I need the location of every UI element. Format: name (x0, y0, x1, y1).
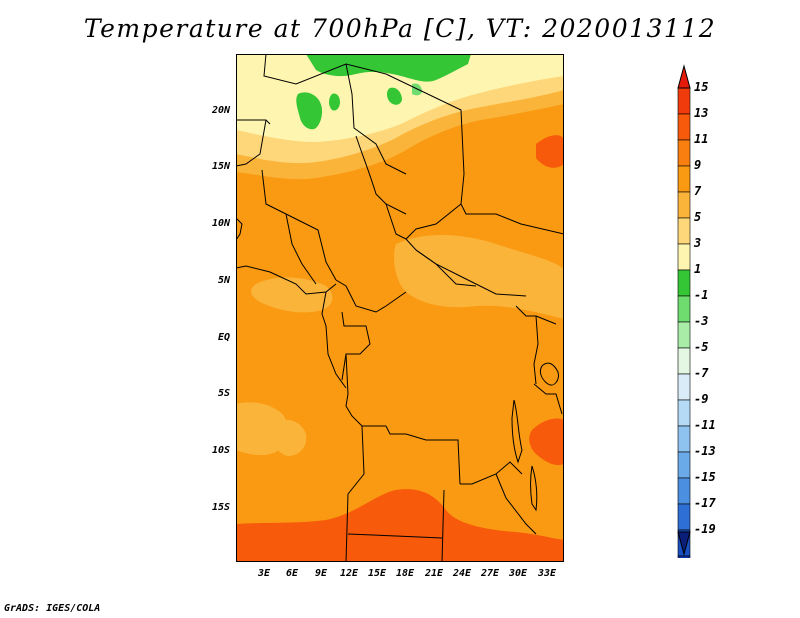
colorbar-label: -9 (694, 392, 709, 406)
lake-outlines (511, 362, 559, 512)
colorbar-swatch (677, 243, 691, 271)
colorbar-swatch (677, 113, 691, 141)
colorbar-swatch (677, 87, 691, 115)
lat-label-5n: 5N (217, 275, 230, 286)
colorbar-arrow-bottom (677, 531, 691, 556)
colorbar-label: -3 (694, 314, 709, 328)
field-green-patch-2 (329, 93, 340, 111)
colorbar-label: 3 (694, 236, 702, 250)
lat-label-15s: 15S (211, 502, 230, 513)
colorbar-swatch (677, 399, 691, 427)
field-green-patch-3 (387, 87, 402, 105)
lon-label-24e: 24E (452, 568, 472, 579)
colorbar-swatch (677, 295, 691, 323)
colorbar-label: 11 (694, 132, 709, 146)
lon-label-12e: 12E (339, 568, 359, 579)
colorbar-swatch (677, 503, 691, 531)
lon-label-6e: 6E (285, 568, 299, 579)
colorbar-swatch (677, 321, 691, 349)
lon-label-3e: 3E (257, 568, 271, 579)
field-deep-orange-ne (536, 135, 564, 168)
colorbar-label: -13 (694, 444, 716, 458)
colorbar-swatches (677, 87, 691, 558)
colorbar-swatch (677, 269, 691, 297)
colorbar-label: 5 (694, 210, 702, 224)
lon-label-18e: 18E (395, 568, 415, 579)
colorbar-swatch (677, 139, 691, 167)
colorbar-label: -5 (694, 340, 709, 354)
colorbar-swatch (677, 191, 691, 219)
colorbar-label: 15 (694, 80, 709, 94)
lon-label-30e: 30E (508, 568, 528, 579)
field-light-orange-sw2 (272, 419, 307, 456)
field-deep-orange-south (236, 489, 564, 562)
colorbar-swatch (677, 425, 691, 453)
lat-label-15n: 15N (211, 161, 230, 172)
lat-label-10s: 10S (211, 445, 230, 456)
lat-label-eq: EQ (217, 332, 230, 343)
colorbar-label: -19 (694, 522, 716, 536)
chart-title: Temperature at 700hPa [C], VT: 202001311… (83, 14, 717, 43)
colorbar-label: 13 (694, 106, 709, 120)
footer-credit: GrADS: IGES/COLA (4, 603, 101, 614)
colorbar-label: -7 (694, 366, 709, 380)
lat-label-5s: 5S (217, 388, 230, 399)
colorbar-swatch (677, 555, 691, 558)
lat-label-10n: 10N (211, 218, 230, 229)
coastline (236, 217, 347, 389)
colorbar-swatch (677, 217, 691, 245)
field-light-orange-west (251, 277, 333, 313)
map-frame (236, 54, 564, 562)
colorbar-label: 7 (694, 184, 702, 198)
field-green-north (306, 54, 471, 82)
colorbar-label: -11 (694, 418, 716, 432)
lon-label-33e: 33E (537, 568, 557, 579)
lat-label-20n: 20N (211, 105, 230, 116)
lon-label-27e: 27E (480, 568, 500, 579)
temperature-map (236, 54, 564, 562)
colorbar-label: 9 (694, 158, 702, 172)
lon-label-21e: 21E (424, 568, 444, 579)
colorbar-swatch (677, 477, 691, 505)
lon-label-9e: 9E (314, 568, 328, 579)
field-green-patch-1 (296, 92, 323, 130)
colorbar (677, 64, 691, 558)
colorbar-swatch (677, 347, 691, 375)
country-borders (236, 54, 564, 562)
colorbar-label: -17 (694, 496, 716, 510)
colorbar-label: -15 (694, 470, 716, 484)
colorbar-swatch (677, 165, 691, 193)
field-light-orange-central (394, 234, 564, 319)
colorbar-swatch (677, 451, 691, 479)
colorbar-label: 1 (694, 262, 702, 276)
field-deep-orange-east (529, 418, 564, 466)
colorbar-label: -1 (694, 288, 709, 302)
lon-label-15e: 15E (367, 568, 387, 579)
colorbar-swatch (677, 373, 691, 401)
colorbar-arrow-top (677, 64, 691, 89)
